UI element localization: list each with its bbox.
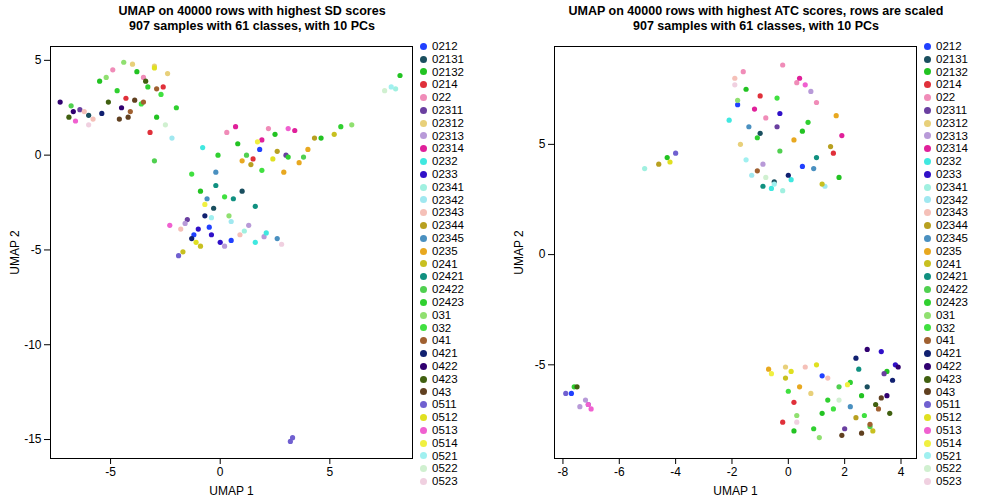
- html-text:0513: 0513: [432, 423, 458, 436]
- html-text:02313: 02313: [432, 129, 464, 142]
- html-text:02311: 02311: [432, 104, 464, 116]
- svg-text:-8: -8: [558, 465, 569, 479]
- html-text:02342: 02342: [936, 193, 968, 206]
- html-text:0241: 0241: [936, 257, 962, 270]
- html-text:0423: 0423: [432, 372, 458, 385]
- svg-text:0: 0: [539, 247, 546, 261]
- html-text:041: 041: [936, 334, 956, 347]
- html-text:0235: 0235: [936, 244, 962, 257]
- svg-text:0: 0: [217, 465, 224, 479]
- svg-text:UMAP 2: UMAP 2: [512, 230, 526, 275]
- svg-text:-4: -4: [670, 465, 681, 479]
- html-text:02343: 02343: [432, 206, 464, 219]
- html-text:02343: 02343: [936, 206, 968, 219]
- svg-text:-6: -6: [614, 465, 625, 479]
- html-text:0521: 0521: [936, 449, 962, 462]
- html-text:0232: 0232: [936, 155, 962, 168]
- html-text:0522: 0522: [936, 462, 962, 475]
- svg-text:UMAP 1: UMAP 1: [209, 484, 254, 498]
- html-text:UMAP on 40000 rows with highes: UMAP on 40000 rows with highest SD score…: [118, 4, 386, 18]
- html-text:0522: 0522: [432, 462, 458, 475]
- html-text:02312: 02312: [936, 116, 968, 129]
- html-text:0512: 0512: [432, 411, 458, 424]
- html-text:907 samples with 61 classes, w: 907 samples with 61 classes, with 10 PCs: [633, 19, 879, 33]
- html-text:0523: 0523: [432, 475, 458, 488]
- html-text:043: 043: [432, 385, 452, 398]
- html-text:0514: 0514: [936, 436, 962, 449]
- html-text:02423: 02423: [432, 295, 464, 308]
- html-text:0232: 0232: [432, 155, 458, 168]
- svg-text:5: 5: [35, 53, 42, 67]
- svg-text:-5: -5: [31, 243, 42, 257]
- html-text:0514: 0514: [432, 436, 458, 449]
- html-text:02344: 02344: [432, 219, 464, 232]
- html-text:02311: 02311: [936, 104, 968, 116]
- html-text:02422: 02422: [936, 283, 968, 296]
- html-text:02341: 02341: [936, 180, 968, 193]
- html-text:0241: 0241: [432, 257, 458, 270]
- svg-text:2: 2: [841, 465, 848, 479]
- html-text:02345: 02345: [936, 232, 968, 244]
- html-text:0214: 0214: [936, 78, 962, 91]
- html-text:907 samples with 61 classes, w: 907 samples with 61 classes, with 10 PCs: [129, 19, 375, 33]
- html-text:02421: 02421: [432, 270, 464, 283]
- html-text:0422: 0422: [432, 359, 458, 372]
- html-text:02132: 02132: [432, 65, 464, 78]
- html-text:032: 032: [936, 321, 956, 334]
- svg-text:5: 5: [539, 137, 546, 151]
- html-text:02345: 02345: [432, 232, 464, 244]
- html-text:041: 041: [432, 334, 452, 347]
- html-text:0513: 0513: [936, 423, 962, 436]
- svg-text:-5: -5: [105, 465, 116, 479]
- html-text:031: 031: [936, 308, 956, 321]
- html-text:0235: 0235: [432, 244, 458, 257]
- html-text:02423: 02423: [936, 295, 968, 308]
- html-text:02421: 02421: [936, 270, 968, 283]
- html-text:02344: 02344: [936, 219, 968, 232]
- html-text:0511: 0511: [432, 398, 457, 411]
- html-text:0212: 0212: [936, 40, 962, 52]
- html-text:0511: 0511: [936, 398, 961, 411]
- html-text:02131: 02131: [432, 52, 464, 65]
- html-text:02313: 02313: [936, 129, 968, 142]
- html-text:0523: 0523: [936, 475, 962, 488]
- html-text:0421: 0421: [432, 347, 458, 360]
- html-text:0422: 0422: [936, 359, 962, 372]
- html-text:02314: 02314: [432, 142, 464, 155]
- html-text:UMAP on 40000 rows with highes: UMAP on 40000 rows with highest ATC scor…: [568, 4, 944, 18]
- html-text:02342: 02342: [432, 193, 464, 206]
- html-text:0423: 0423: [936, 372, 962, 385]
- html-text:043: 043: [936, 385, 956, 398]
- svg-text:-15: -15: [24, 432, 42, 446]
- html-text:02341: 02341: [432, 180, 464, 193]
- html-text:02422: 02422: [432, 283, 464, 296]
- html-text:0233: 0233: [432, 168, 458, 180]
- html-text:032: 032: [432, 321, 452, 334]
- svg-text:5: 5: [326, 465, 333, 479]
- svg-text:UMAP 2: UMAP 2: [8, 230, 22, 275]
- html-text:022: 022: [936, 91, 956, 104]
- html-text:022: 022: [432, 91, 452, 104]
- svg-text:0: 0: [35, 148, 42, 162]
- html-text:0233: 0233: [936, 168, 962, 180]
- html-text:0214: 0214: [432, 78, 458, 91]
- svg-text:-10: -10: [24, 338, 42, 352]
- svg-text:0: 0: [785, 465, 792, 479]
- svg-text:-5: -5: [535, 358, 546, 372]
- html-text:0512: 0512: [936, 411, 962, 424]
- html-text:02312: 02312: [432, 116, 464, 129]
- html-text:02132: 02132: [936, 65, 968, 78]
- html-text:02131: 02131: [936, 52, 968, 65]
- html-text:0212: 0212: [432, 40, 458, 52]
- html-text:02314: 02314: [936, 142, 968, 155]
- html-text:031: 031: [432, 308, 452, 321]
- html-text:0421: 0421: [936, 347, 962, 360]
- svg-text:-2: -2: [727, 465, 738, 479]
- svg-text:UMAP 1: UMAP 1: [713, 484, 758, 498]
- svg-text:4: 4: [898, 465, 905, 479]
- html-text:0521: 0521: [432, 449, 458, 462]
